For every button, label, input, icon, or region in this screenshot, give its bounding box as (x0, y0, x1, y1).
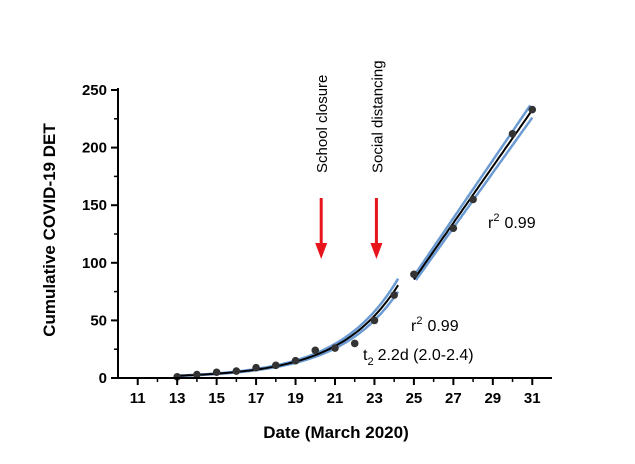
data-point-series-0 (272, 361, 280, 370)
data-point-series-0 (331, 344, 339, 352)
x-axis-title: Date (March 2020) (263, 423, 409, 442)
fit-line-linear (413, 109, 534, 281)
event-label: Social distancing (369, 60, 386, 173)
y-tick-label: 50 (90, 312, 107, 329)
fit-annotation-linear: r2 0.99 (488, 212, 536, 232)
data-point-series-0 (311, 346, 320, 355)
data-point-series-0 (350, 339, 359, 348)
x-tick-label: 27 (445, 390, 462, 407)
x-tick-label: 29 (484, 390, 501, 407)
data-point-series-1 (449, 224, 458, 233)
x-tick-label: 11 (130, 390, 146, 407)
data-point-series-0 (291, 356, 300, 365)
data-point-series-1 (410, 270, 418, 279)
x-tick-label: 19 (287, 390, 304, 407)
fit-annotation-exponential: r2 0.99 t2 2.2d (2.0-2.4) (363, 315, 474, 368)
y-tick-label: 150 (82, 197, 107, 214)
data-point-series-1 (528, 105, 537, 114)
data-point-series-1 (508, 129, 517, 138)
x-tick-label: 23 (366, 390, 383, 407)
y-tick-label: 200 (82, 140, 107, 157)
r2-label-exponential: r2 0.99 (411, 315, 459, 335)
x-tick-label: 31 (524, 390, 541, 407)
axes: 11 13 15 17 19 21 23 25 27 29 31 0 50 100 150 200 250 (82, 82, 552, 407)
r2-label-linear: r2 0.99 (488, 212, 536, 232)
x-tick-label: 17 (248, 390, 265, 407)
data-point-series-0 (370, 316, 379, 325)
data-point-series-0 (232, 367, 241, 375)
data-points (173, 105, 537, 381)
y-tick-label: 0 (99, 370, 107, 387)
data-point-series-0 (212, 368, 221, 377)
y-axis-title: Cumulative COVID-19 DET (40, 123, 59, 337)
data-point-series-0 (390, 291, 398, 299)
confidence-bands (177, 104, 534, 378)
data-point-series-0 (193, 370, 201, 379)
doubling-time-label: t2 2.2d (2.0-2.4) (363, 347, 474, 368)
event-arrow-head (315, 243, 328, 259)
x-tick-label: 15 (208, 390, 225, 407)
event-label: School closure (314, 75, 331, 173)
y-tick-label: 100 (82, 255, 107, 272)
x-tick-label: 13 (169, 390, 186, 407)
x-tick-label: 25 (406, 390, 423, 407)
event-arrow-head (370, 243, 383, 259)
x-tick-label: 21 (327, 390, 344, 407)
y-tick-label: 250 (82, 82, 107, 99)
data-point-series-0 (252, 363, 260, 372)
data-point-series-1 (469, 195, 477, 204)
event-markers: School closure Social distancing (314, 60, 386, 259)
